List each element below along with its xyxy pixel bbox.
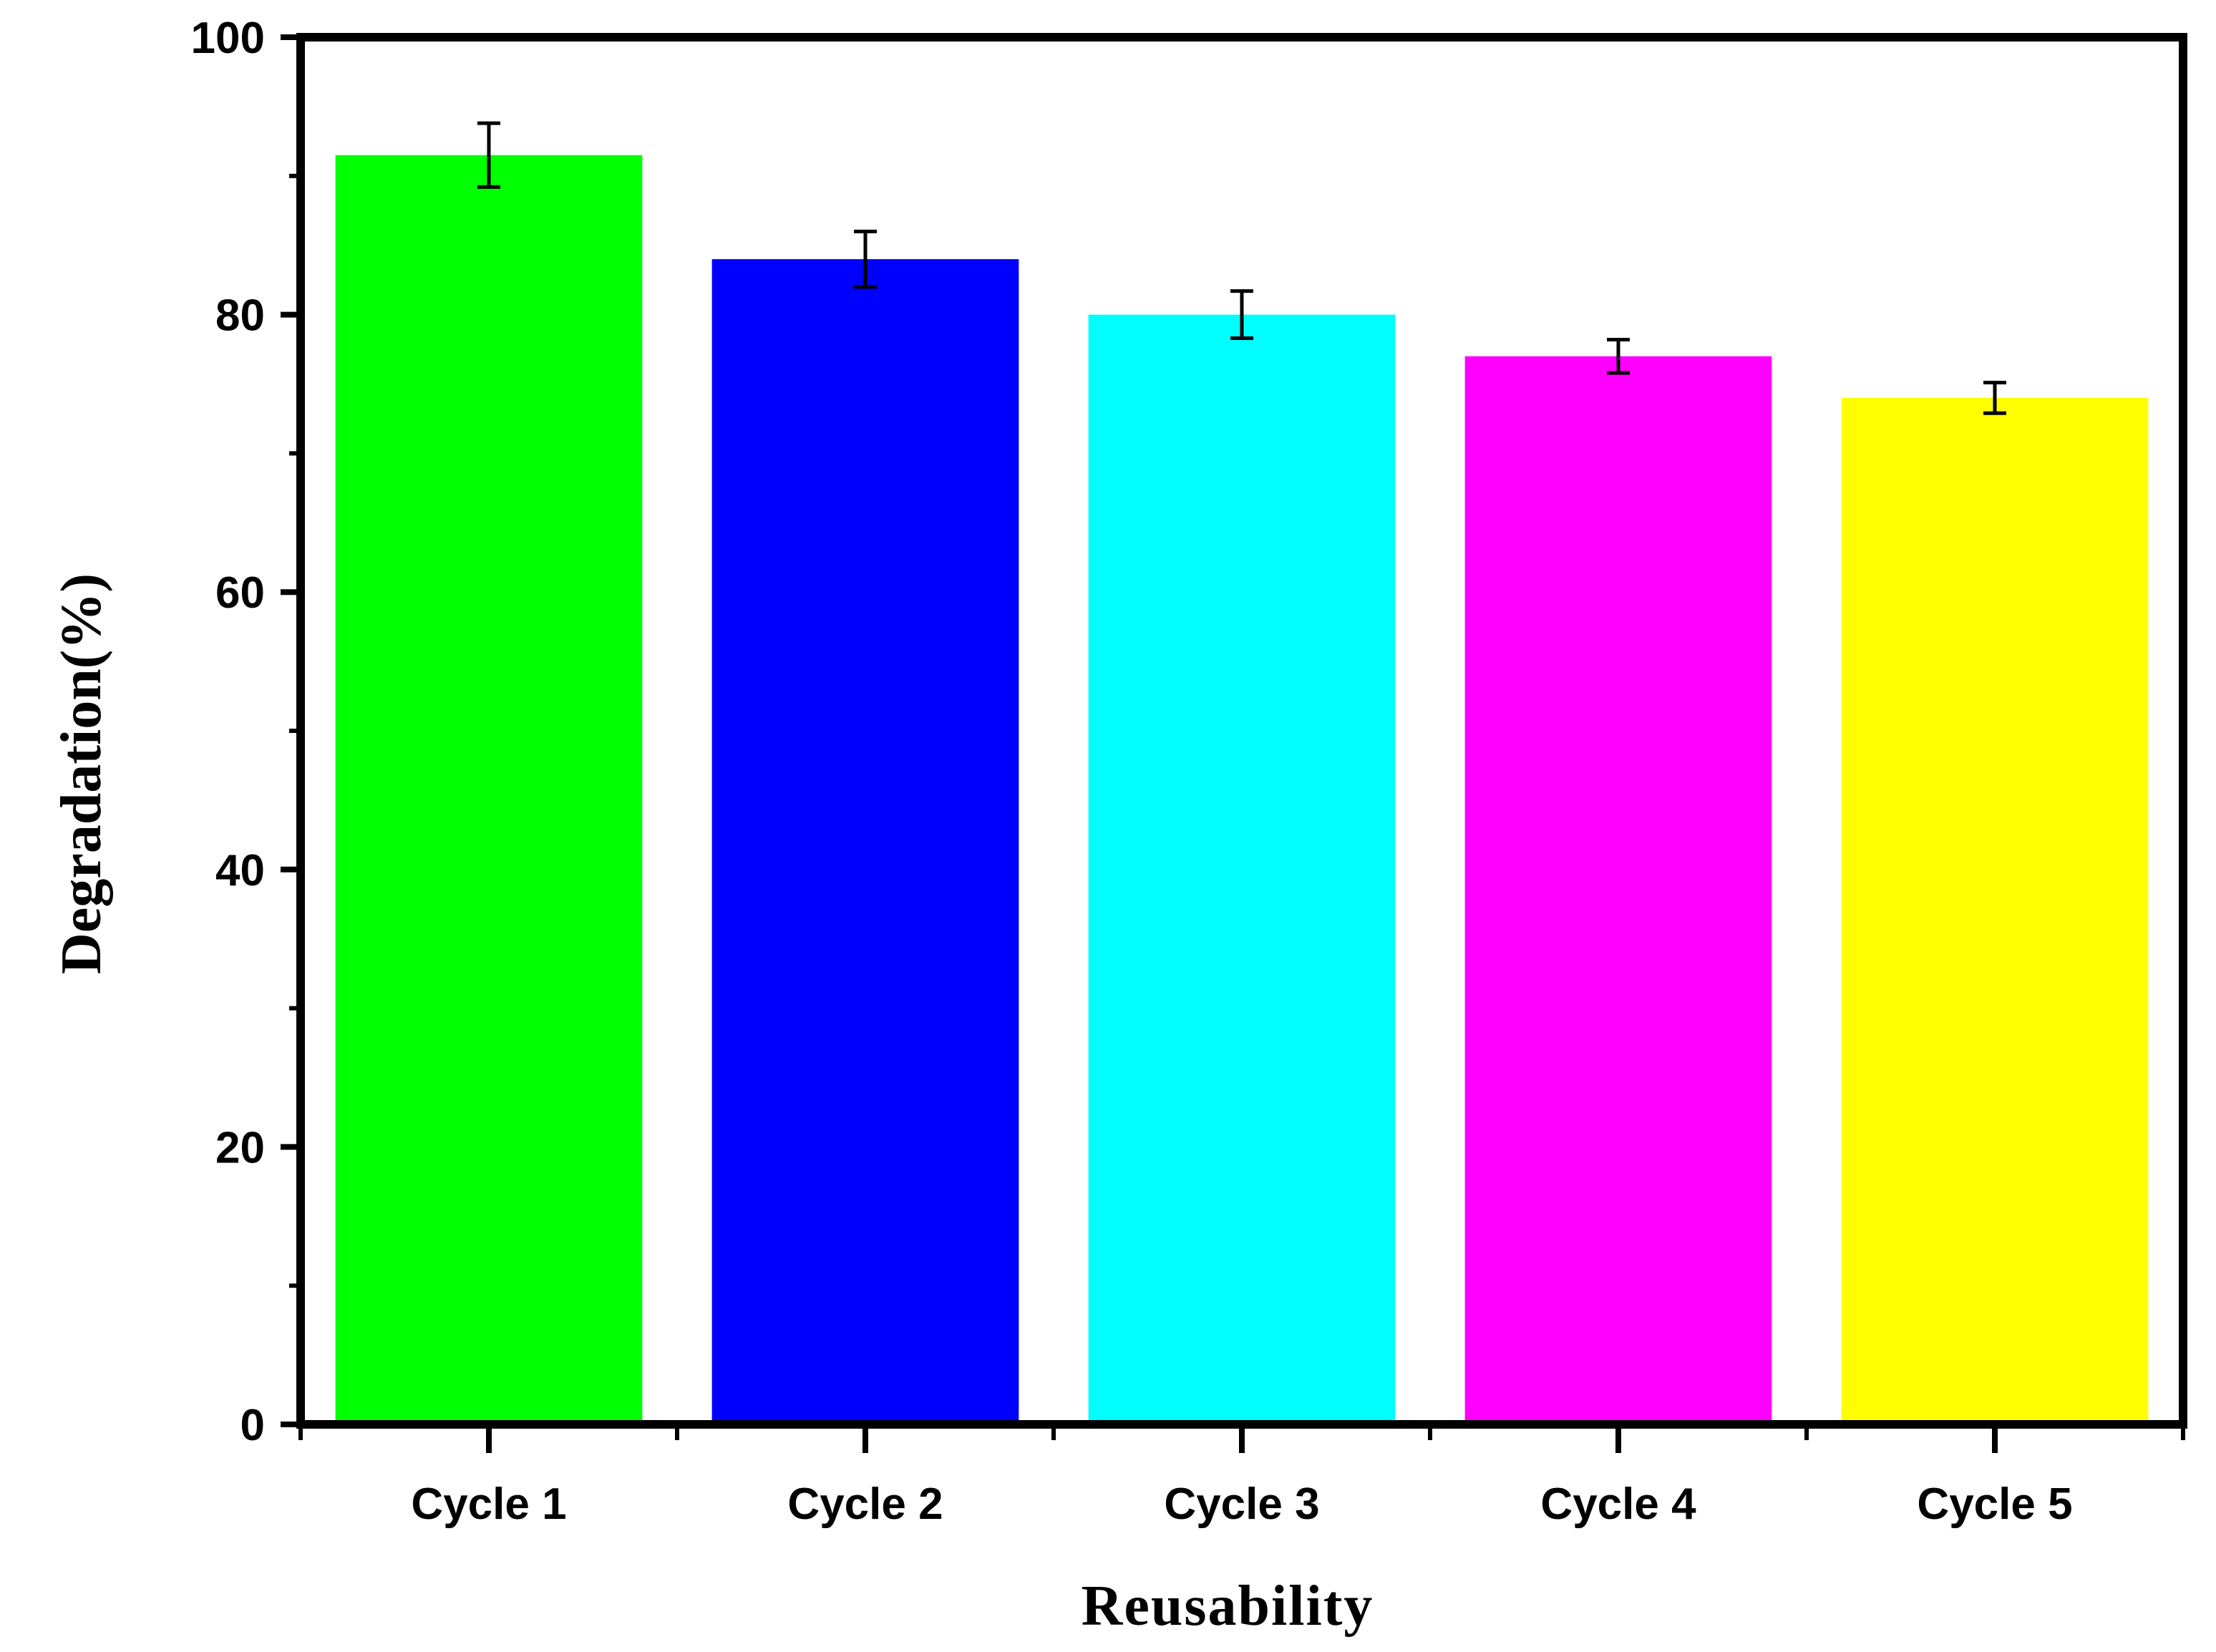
y-tick-label: 80 <box>215 291 265 341</box>
y-tick-label: 40 <box>215 846 265 895</box>
y-axis: 0 20 40 60 80 100 <box>191 14 301 1450</box>
x-axis: Cycle 1 Cycle 2 Cycle 3 Cycle 4 Cycle 5 <box>298 1424 2185 1529</box>
x-tick-label: Cycle 5 <box>1917 1479 2072 1529</box>
error-bar-cycle-3 <box>1230 289 1253 341</box>
x-tick-label: Cycle 3 <box>1164 1479 1319 1529</box>
y-tick-label: 60 <box>215 568 265 618</box>
bar-cycle-1 <box>335 155 643 1425</box>
y-tick-label: 100 <box>191 14 265 63</box>
bar-cycle-3 <box>1088 314 1396 1425</box>
error-bar-cycle-2 <box>854 229 877 289</box>
x-tick-label: Cycle 1 <box>411 1479 566 1529</box>
bar-cycle-4 <box>1464 356 1772 1424</box>
error-bar-cycle-5 <box>1983 381 2006 415</box>
error-bar-cycle-1 <box>477 121 500 189</box>
bar-cycle-5 <box>1841 397 2149 1424</box>
error-bars-layer <box>477 121 2006 415</box>
x-tick-label: Cycle 4 <box>1540 1479 1696 1529</box>
error-bar-cycle-4 <box>1607 337 1630 375</box>
y-tick-label: 0 <box>240 1401 265 1450</box>
x-tick-label: Cycle 2 <box>787 1479 943 1529</box>
bar-cycle-2 <box>711 259 1019 1425</box>
x-axis-title: Reusability <box>1082 1575 1374 1638</box>
y-axis-title: Degradation(%) <box>50 573 113 974</box>
bars-layer <box>335 155 2149 1425</box>
y-tick-label: 20 <box>215 1123 265 1172</box>
